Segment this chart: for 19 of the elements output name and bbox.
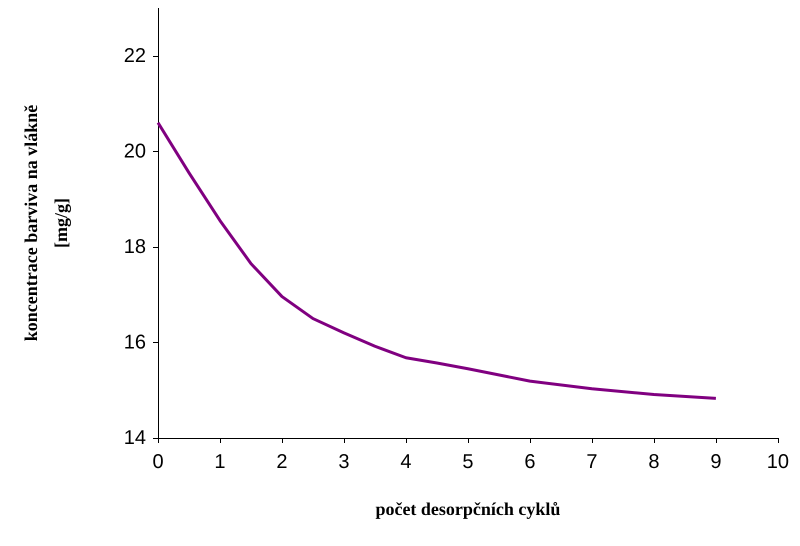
y-tick-label: 14 [124, 427, 146, 449]
x-tick-label: 6 [524, 451, 536, 473]
x-tick-label: 0 [152, 451, 164, 473]
x-tick-label: 4 [400, 451, 412, 473]
x-tick-label: 9 [710, 451, 722, 473]
y-tick-label: 16 [124, 331, 146, 354]
x-tick-label: 1 [214, 451, 226, 473]
y-tick-label: 18 [124, 236, 146, 258]
x-tick-label: 3 [338, 451, 350, 473]
line-series [156, 121, 718, 400]
y-axis-title: koncentrace barviva na vlákně [mg/g] [21, 104, 71, 342]
y-tick-label: 22 [124, 44, 146, 67]
x-axis-title: počet desorpčních cyklů [375, 499, 560, 519]
y-tick-label: 20 [124, 140, 146, 162]
x-tick-label: 2 [276, 451, 288, 473]
x-tick-label: 8 [648, 451, 660, 473]
x-tick-label: 5 [462, 451, 474, 473]
x-tick-label: 7 [586, 451, 598, 473]
x-tick-label: 10 [766, 451, 789, 473]
